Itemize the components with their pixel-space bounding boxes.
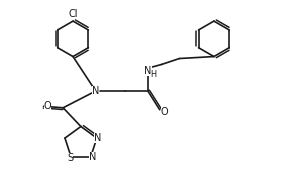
Text: O: O bbox=[161, 107, 168, 117]
Text: O: O bbox=[44, 101, 51, 111]
Text: H: H bbox=[151, 70, 157, 79]
Text: N: N bbox=[89, 152, 96, 162]
Text: N: N bbox=[94, 133, 101, 143]
Text: N: N bbox=[92, 86, 99, 96]
Text: S: S bbox=[67, 153, 73, 163]
Text: N: N bbox=[144, 66, 151, 76]
Text: Cl: Cl bbox=[68, 9, 78, 19]
